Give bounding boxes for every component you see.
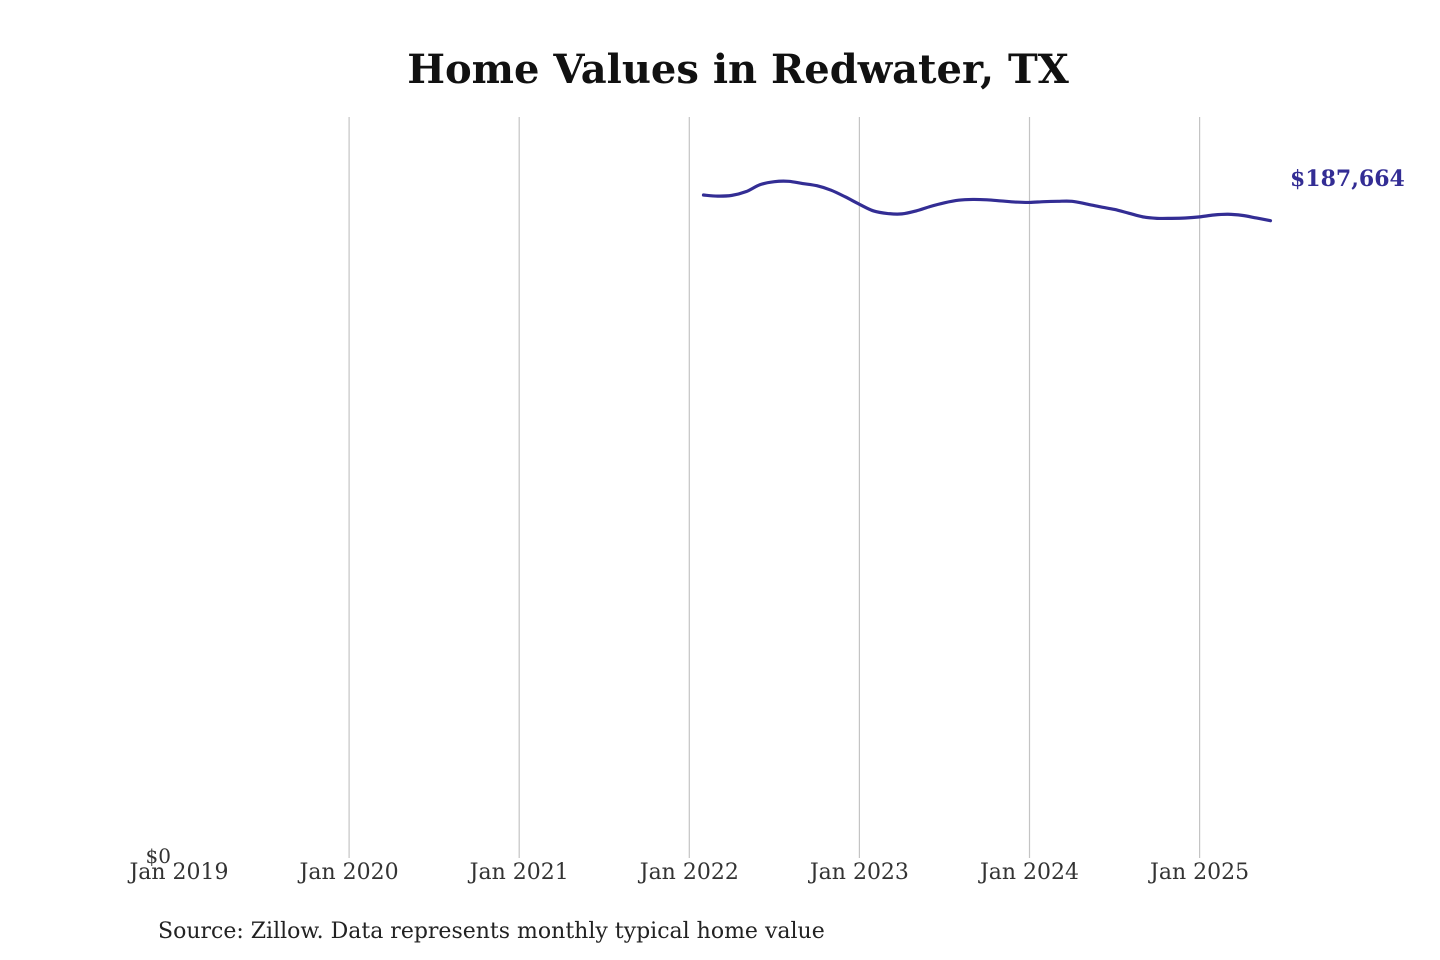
x-tick-label: Jan 2020	[298, 860, 399, 885]
x-tick-label: Jan 2023	[808, 860, 909, 885]
x-tick-label: Jan 2021	[468, 860, 569, 885]
y-tick-label: $0	[146, 844, 171, 868]
x-axis: Jan 2019 Jan 2020 Jan 2021 Jan 2022 Jan 2023…	[127, 860, 1249, 885]
x-tick-label: Jan 2024	[978, 860, 1079, 885]
x-tick-label: Jan 2022	[638, 860, 739, 885]
series-line	[701, 179, 1273, 223]
y-axis: $0	[146, 844, 171, 868]
end-value-label: $187,664	[1290, 166, 1405, 192]
x-tick-label: Jan 2019	[127, 860, 228, 885]
plot-area	[701, 179, 1273, 223]
source-note: Source: Zillow. Data represents monthly …	[158, 919, 825, 944]
x-tick-label: Jan 2025	[1148, 860, 1249, 885]
gridlines	[348, 117, 1201, 858]
chart-title: Home Values in Redwater, TX	[407, 46, 1069, 93]
